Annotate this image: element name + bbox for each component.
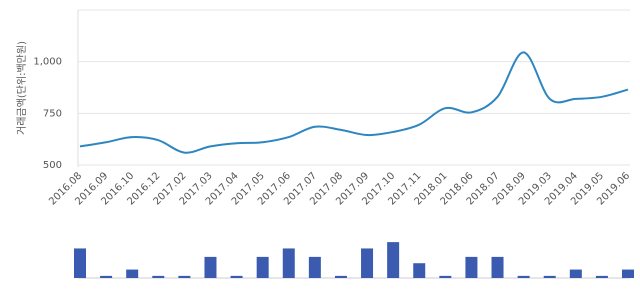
price-line [79, 51, 629, 154]
volume-bar [256, 256, 269, 278]
volume-bar [569, 269, 582, 278]
volume-bar [465, 256, 478, 278]
volume-bar [622, 269, 634, 278]
volume-bar [126, 269, 139, 278]
volume-bar [178, 275, 191, 278]
volume-bar [152, 275, 165, 278]
volume-bar [204, 256, 217, 278]
volume-bar [595, 275, 608, 278]
volume-bar [74, 248, 86, 278]
volume-bar [439, 275, 452, 278]
volume-bar [308, 256, 321, 278]
volume-bar [334, 275, 347, 278]
y-tick-label: 750 [43, 108, 62, 119]
y-axis-label: 거래금액(단위:백만원) [15, 41, 28, 135]
volume-bar [543, 275, 556, 278]
volume-bar [491, 256, 504, 278]
y-tick-label: 1,000 [33, 57, 62, 68]
volume-bar [413, 263, 426, 278]
volume-bar [230, 275, 243, 278]
volume-bar [100, 275, 113, 278]
volume-bar [387, 242, 400, 278]
volume-bar [361, 248, 374, 278]
volume-bar [517, 275, 530, 278]
volume-bar [282, 248, 295, 278]
y-tick-label: 500 [43, 160, 62, 171]
